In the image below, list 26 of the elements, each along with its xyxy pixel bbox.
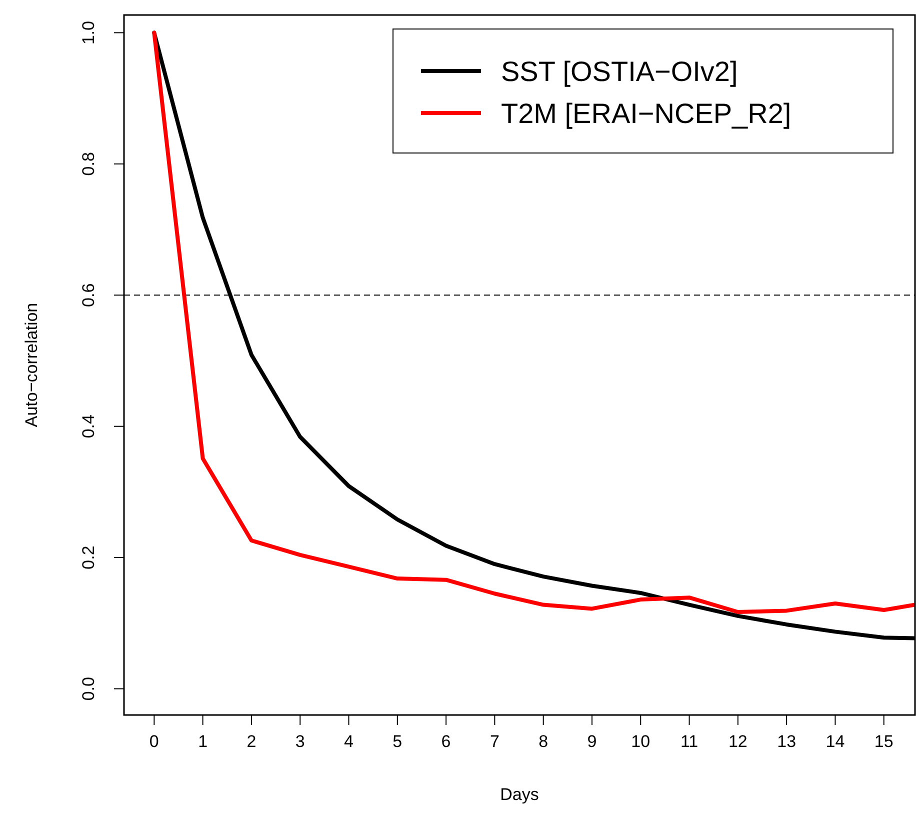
x-tick-label: 14 (826, 732, 845, 751)
x-tick-label: 5 (392, 732, 402, 751)
x-tick-label: 11 (680, 732, 698, 751)
x-tick-label: 1 (198, 732, 208, 751)
x-tick-label: 0 (149, 732, 159, 751)
x-tick-label: 15 (874, 732, 894, 751)
y-tick-label: 0.8 (79, 152, 98, 176)
x-tick-label: 10 (631, 732, 650, 751)
x-tick-label: 2 (246, 732, 256, 751)
legend-label: T2M [ERAI−NCEP_R2] (501, 98, 792, 129)
x-tick-label: 6 (441, 732, 451, 751)
x-tick-label: 8 (538, 732, 548, 751)
y-tick-label: 0.0 (79, 676, 98, 701)
legend-label: SST [OSTIA−OIv2] (501, 56, 738, 87)
y-tick-label: 1.0 (79, 20, 98, 45)
x-tick-label: 9 (587, 732, 597, 751)
x-tick-label: 3 (295, 732, 305, 751)
x-axis-title: Days (500, 785, 539, 804)
x-tick-label: 12 (728, 732, 748, 751)
y-tick-label: 0.2 (79, 546, 98, 570)
x-tick-label: 7 (490, 732, 500, 751)
y-axis-title: Auto−correlation (22, 302, 41, 428)
x-tick-label: 13 (777, 732, 796, 751)
x-tick-label: 4 (344, 732, 354, 751)
y-tick-label: 0.6 (79, 283, 98, 307)
y-tick-label: 0.4 (79, 414, 98, 438)
